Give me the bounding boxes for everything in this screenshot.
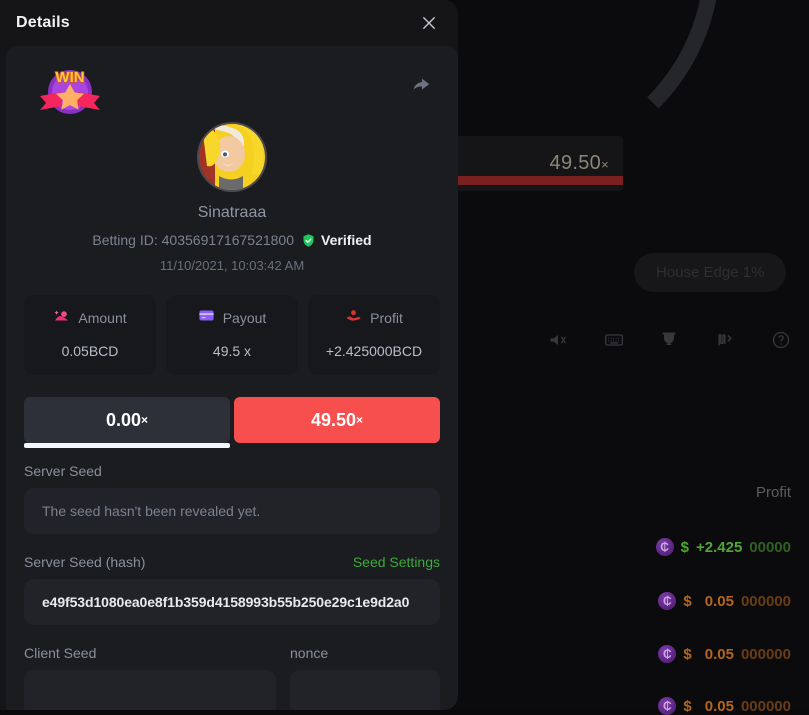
stat-label: Profit (370, 310, 403, 326)
field-head: Server Seed (hash) Seed Settings (24, 554, 440, 570)
server-seed-input[interactable]: The seed hasn't been revealed yet. (24, 488, 440, 534)
nonce-group: nonce (290, 645, 440, 710)
multiplier-bar: 0.00× 49.50× (24, 397, 440, 443)
server-seed-hash-input[interactable]: e49f53d1080ea0e8f1b359d4158993b55b250e29… (24, 579, 440, 625)
multiplier-start-suffix: × (141, 413, 148, 427)
close-icon[interactable] (416, 10, 442, 36)
background-row-value-dim: 000000 (741, 593, 791, 610)
shield-check-icon (301, 233, 316, 248)
verified-label: Verified (321, 232, 372, 248)
background-profit-row: ₵ $ +2.425 00000 (656, 538, 791, 556)
field-head: Client Seed (24, 645, 276, 661)
stat-head: Profit (314, 309, 434, 327)
chart-curve-icon[interactable] (715, 330, 735, 355)
background-multiplier-number: 49.50 (550, 152, 602, 174)
field-head: Server Seed (24, 463, 440, 479)
stat-value: +2.425000BCD (314, 343, 434, 359)
nonce-input[interactable] (290, 670, 440, 710)
coin-icon: ₵ (658, 697, 676, 715)
win-badge-icon: WIN (36, 62, 104, 118)
status-badge: Verified (301, 232, 372, 248)
background-profit-header: Profit (756, 484, 791, 501)
server-seed-placeholder: The seed hasn't been revealed yet. (42, 503, 260, 519)
multiplier-result-suffix: × (356, 413, 363, 427)
card-icon (198, 307, 215, 329)
background-row-currency: $ (683, 593, 691, 610)
server-seed-hash-group: Server Seed (hash) Seed Settings e49f53d… (24, 554, 440, 625)
client-seed-input[interactable] (24, 670, 276, 710)
multiplier-start-value: 0.00 (106, 410, 141, 431)
stat-value: 0.05BCD (30, 343, 150, 359)
stat-label: Amount (78, 310, 126, 326)
multiplier-result-value: 49.50 (311, 410, 356, 431)
stat-head: Payout (172, 309, 292, 327)
coins-icon (53, 307, 70, 329)
stat-card-profit: Profit +2.425000BCD (308, 295, 440, 375)
keyboard-icon[interactable] (604, 330, 624, 355)
modal-body: WIN (6, 46, 458, 710)
background-row-value: 0.05 (705, 698, 734, 715)
background-profit-row: ₵ $ 0.05 000000 (658, 697, 791, 715)
background-row-value: +2.425 (696, 539, 742, 556)
server-seed-label: Server Seed (24, 463, 102, 479)
client-seed-label: Client Seed (24, 645, 96, 661)
background-row-currency: $ (683, 698, 691, 715)
betting-id-value: 40356917167521800 (162, 232, 294, 248)
coin-icon: ₵ (658, 592, 676, 610)
stat-card-payout: Payout 49.5 x (166, 295, 298, 375)
timestamp: 11/10/2021, 10:03:42 AM (24, 258, 440, 273)
coin-icon: ₵ (656, 538, 674, 556)
betting-id-label: Betting ID: 40356917167521800 (92, 232, 294, 248)
page-title: Details (16, 14, 70, 32)
username: Sinatraaa (24, 204, 440, 222)
server-seed-hash-label: Server Seed (hash) (24, 554, 145, 570)
server-seed-hash-value: e49f53d1080ea0e8f1b359d4158993b55b250e29… (42, 594, 409, 610)
client-seed-group: Client Seed (24, 645, 276, 710)
modal-header: Details (0, 0, 458, 46)
background-row-value-dim: 000000 (741, 698, 791, 715)
multiplier-start-segment[interactable]: 0.00× (24, 397, 230, 443)
background-profit-row: ₵ $ 0.05 000000 (658, 645, 791, 663)
background-profit-row: ₵ $ 0.05 000000 (658, 592, 791, 610)
bottom-fields-row: Client Seed nonce (24, 645, 440, 710)
background-icon-toolbar (530, 322, 809, 362)
share-icon[interactable] (408, 72, 434, 98)
background-row-value-dim: 00000 (749, 539, 791, 556)
background-row-value: 0.05 (705, 593, 734, 610)
hand-coin-icon (345, 307, 362, 329)
background-row-currency: $ (683, 646, 691, 663)
field-head: nonce (290, 645, 440, 661)
stat-label: Payout (223, 310, 267, 326)
server-seed-group: Server Seed The seed hasn't been reveale… (24, 463, 440, 534)
mute-icon[interactable] (548, 330, 568, 355)
background-multiplier-suffix: × (601, 157, 609, 172)
background-multiplier-value: 49.50× (550, 152, 623, 175)
background-row-value: 0.05 (705, 646, 734, 663)
background-row-currency: $ (681, 539, 689, 556)
avatar (197, 122, 267, 192)
multiplier-result-segment[interactable]: 49.50× (234, 397, 440, 443)
badge-row: WIN (24, 60, 440, 122)
stat-card-amount: Amount 0.05BCD (24, 295, 156, 375)
nonce-label: nonce (290, 645, 328, 661)
background-row-value-dim: 000000 (741, 646, 791, 663)
svg-text:WIN: WIN (55, 69, 84, 86)
stat-value: 49.5 x (172, 343, 292, 359)
details-modal: Details WIN (0, 0, 458, 710)
stat-cards: Amount 0.05BCD Payout 49.5 x (24, 295, 440, 375)
trophy-icon[interactable] (659, 330, 679, 355)
stat-head: Amount (30, 309, 150, 327)
seed-settings-link[interactable]: Seed Settings (353, 554, 440, 570)
user-identity: Sinatraaa Betting ID: 40356917167521800 … (24, 122, 440, 273)
help-icon[interactable] (771, 330, 791, 355)
betting-id-prefix: Betting ID: (92, 232, 157, 248)
betting-id-line: Betting ID: 40356917167521800 Verified (24, 232, 440, 248)
coin-icon: ₵ (658, 645, 676, 663)
house-edge-pill[interactable]: House Edge 1% (634, 253, 786, 292)
